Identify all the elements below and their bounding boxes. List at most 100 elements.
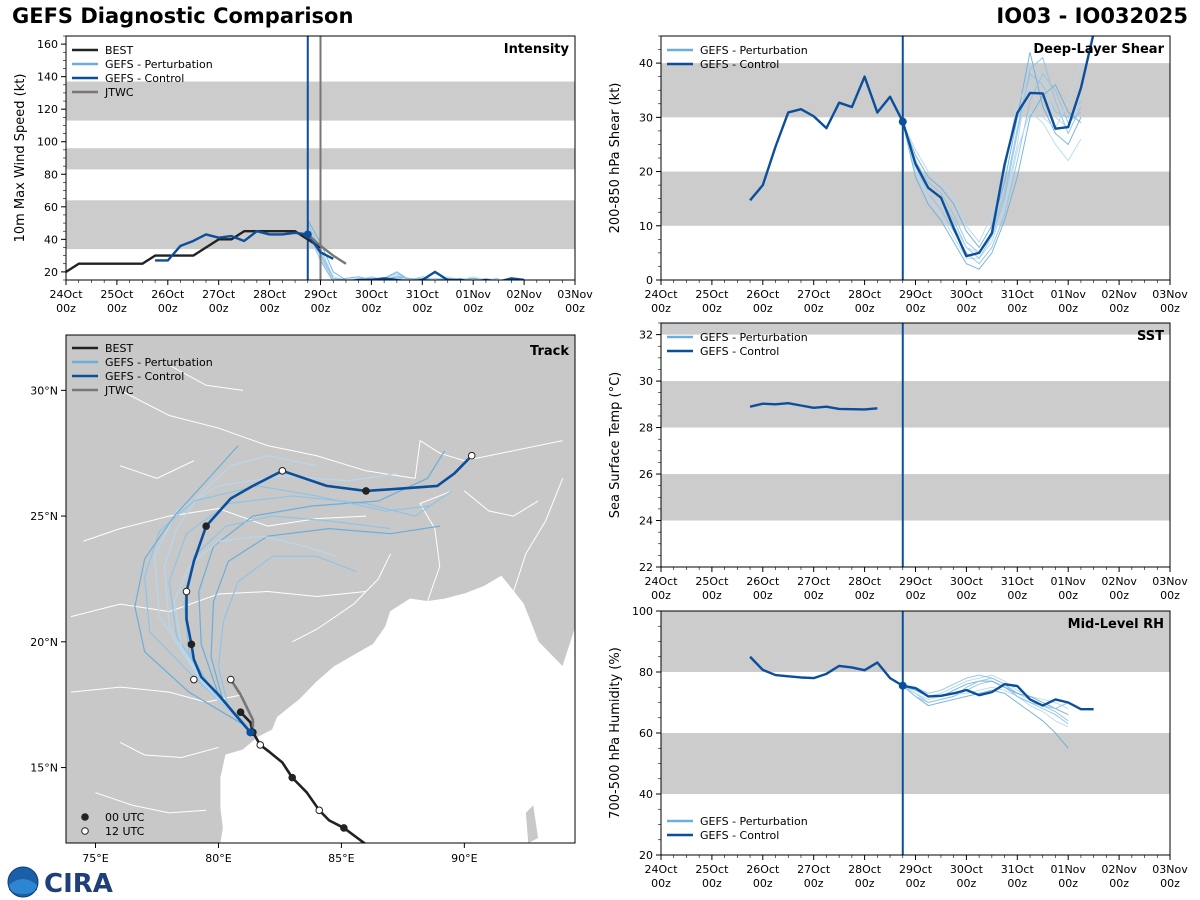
intensity-plot-area bbox=[66, 36, 525, 280]
shear-xtick-label: 00z bbox=[1007, 302, 1027, 315]
track-border bbox=[464, 490, 539, 517]
intensity-panel: 2040608010012014016024Oct00z25Oct00z26Oc… bbox=[13, 35, 593, 315]
sst-ytick-label: 24 bbox=[639, 515, 653, 528]
shear-ensemble-member bbox=[902, 61, 1082, 259]
track-island bbox=[525, 805, 539, 843]
rh-xtick-label: 00z bbox=[702, 877, 722, 890]
rh-xtick-label: 00z bbox=[957, 877, 977, 890]
shear-legend-label: GEFS - Control bbox=[700, 58, 779, 71]
track-xtick-label: 90°E bbox=[451, 852, 477, 865]
shear-ensemble-member bbox=[902, 83, 1082, 270]
rh-ytick-label: 100 bbox=[632, 605, 653, 618]
track-frame bbox=[65, 334, 576, 844]
shear-xtick-label: 00z bbox=[1058, 302, 1078, 315]
sst-xtick-label: 28Oct bbox=[848, 575, 882, 588]
sst-ytick-label: 28 bbox=[639, 422, 653, 435]
rh-ensemble-member bbox=[902, 685, 1069, 749]
track-best-12utc-point bbox=[315, 806, 324, 815]
shear-ensemble-member bbox=[902, 62, 1082, 243]
shear-ylabel: 200-850 hPa Shear (kt) bbox=[608, 83, 623, 234]
sst-xtick-label: 00z bbox=[651, 589, 671, 602]
rh-xtick-label: 24Oct bbox=[644, 863, 678, 876]
shear-xtick-label: 00z bbox=[804, 302, 824, 315]
rh-ylabel: 700-500 hPa Humidity (%) bbox=[608, 647, 623, 819]
shear-ytick-label: 20 bbox=[639, 166, 653, 179]
page-title: GEFS Diagnostic Comparison bbox=[12, 4, 354, 28]
shear-xtick-label: 26Oct bbox=[746, 288, 780, 301]
track-legend-utc-marker bbox=[81, 813, 89, 821]
track-control-00utc-point bbox=[202, 522, 210, 530]
rh-plot-area bbox=[749, 611, 1094, 855]
rh-ytick-label: 20 bbox=[639, 849, 653, 862]
intensity-ytick-label: 160 bbox=[37, 38, 58, 51]
shear-ensemble-member bbox=[902, 111, 1082, 254]
track-ensemble-member bbox=[153, 472, 399, 728]
sst-xtick-label: 29Oct bbox=[899, 575, 933, 588]
track-land bbox=[66, 335, 575, 843]
track-ensemble-member bbox=[144, 485, 430, 728]
intensity-legend-label: BEST bbox=[105, 44, 133, 57]
track-xtick-label: 80°E bbox=[205, 852, 231, 865]
shear-xtick-label: 24Oct bbox=[644, 288, 678, 301]
track-border bbox=[119, 460, 195, 479]
track-legend-label: BEST bbox=[105, 342, 133, 355]
shear-xtick-label: 00z bbox=[702, 302, 722, 315]
sst-xtick-label: 31Oct bbox=[1001, 575, 1035, 588]
shear-xtick-label: 00z bbox=[855, 302, 875, 315]
intensity-xtick-label: 28Oct bbox=[253, 288, 287, 301]
shear-analysis-point bbox=[898, 117, 907, 126]
shear-title: Deep-Layer Shear bbox=[1033, 42, 1164, 57]
rh-ytick-label: 40 bbox=[639, 788, 653, 801]
track-control-00utc-point bbox=[187, 640, 196, 649]
track-best-00utc-point bbox=[288, 773, 297, 782]
svg-text:CIRA: CIRA bbox=[44, 869, 113, 899]
track-control-12utc-point bbox=[190, 675, 198, 684]
track-control-12utc-point bbox=[467, 451, 476, 460]
track-control-12utc-point bbox=[182, 587, 191, 596]
sst-band bbox=[661, 323, 1170, 335]
intensity-xtick-label: 30Oct bbox=[355, 288, 389, 301]
sst-xtick-label: 24Oct bbox=[644, 575, 678, 588]
rh-xtick-label: 01Nov bbox=[1050, 863, 1086, 876]
shear-xtick-label: 02Nov bbox=[1101, 288, 1137, 301]
intensity-xtick-label: 00z bbox=[514, 302, 534, 315]
sst-xtick-label: 00z bbox=[957, 589, 977, 602]
track-legend-utc-label: 00 UTC bbox=[105, 811, 145, 824]
intensity-xtick-label: 29Oct bbox=[304, 288, 338, 301]
sst-legend-label: GEFS - Control bbox=[700, 345, 779, 358]
rh-ensemble-member bbox=[902, 685, 1069, 728]
rh-panel: 2040608010024Oct00z25Oct00z26Oct00z27Oct… bbox=[608, 605, 1188, 890]
intensity-ytick-label: 120 bbox=[37, 103, 58, 116]
track-ensemble-member bbox=[217, 555, 357, 728]
shear-xtick-label: 29Oct bbox=[899, 288, 933, 301]
sst-xtick-label: 00z bbox=[702, 589, 722, 602]
track-xtick-label: 85°E bbox=[328, 852, 354, 865]
shear-legend-label: GEFS - Perturbation bbox=[700, 44, 808, 57]
shear-xtick-label: 00z bbox=[1109, 302, 1129, 315]
track-ensemble-member bbox=[134, 445, 249, 728]
rh-xtick-label: 28Oct bbox=[848, 863, 882, 876]
rh-xtick-label: 00z bbox=[1109, 877, 1129, 890]
track-map-area bbox=[66, 335, 575, 843]
sst-ytick-label: 30 bbox=[639, 375, 653, 388]
rh-band bbox=[661, 611, 1170, 672]
shear-xtick-label: 31Oct bbox=[1001, 288, 1035, 301]
shear-xtick-label: 00z bbox=[1160, 302, 1180, 315]
track-border bbox=[414, 439, 563, 479]
rh-ensemble-member bbox=[902, 680, 1069, 716]
shear-ensemble-member bbox=[902, 73, 1082, 265]
intensity-legend-label: GEFS - Perturbation bbox=[105, 58, 213, 71]
sst-ytick-label: 26 bbox=[639, 468, 653, 481]
intensity-ytick-label: 60 bbox=[44, 201, 58, 214]
track-xtick-label: 75°E bbox=[82, 852, 108, 865]
intensity-ytick-label: 140 bbox=[37, 71, 58, 84]
intensity-ylabel: 10m Max Wind Speed (kt) bbox=[13, 74, 28, 243]
intensity-xtick-label: 02Nov bbox=[506, 288, 542, 301]
shear-ytick-label: 10 bbox=[639, 220, 653, 233]
track-ensemble-member bbox=[210, 525, 440, 728]
sst-title: SST bbox=[1137, 329, 1164, 344]
track-control-00utc-point bbox=[362, 487, 370, 495]
intensity-xtick-label: 00z bbox=[412, 302, 432, 315]
sst-xtick-label: 01Nov bbox=[1050, 575, 1086, 588]
